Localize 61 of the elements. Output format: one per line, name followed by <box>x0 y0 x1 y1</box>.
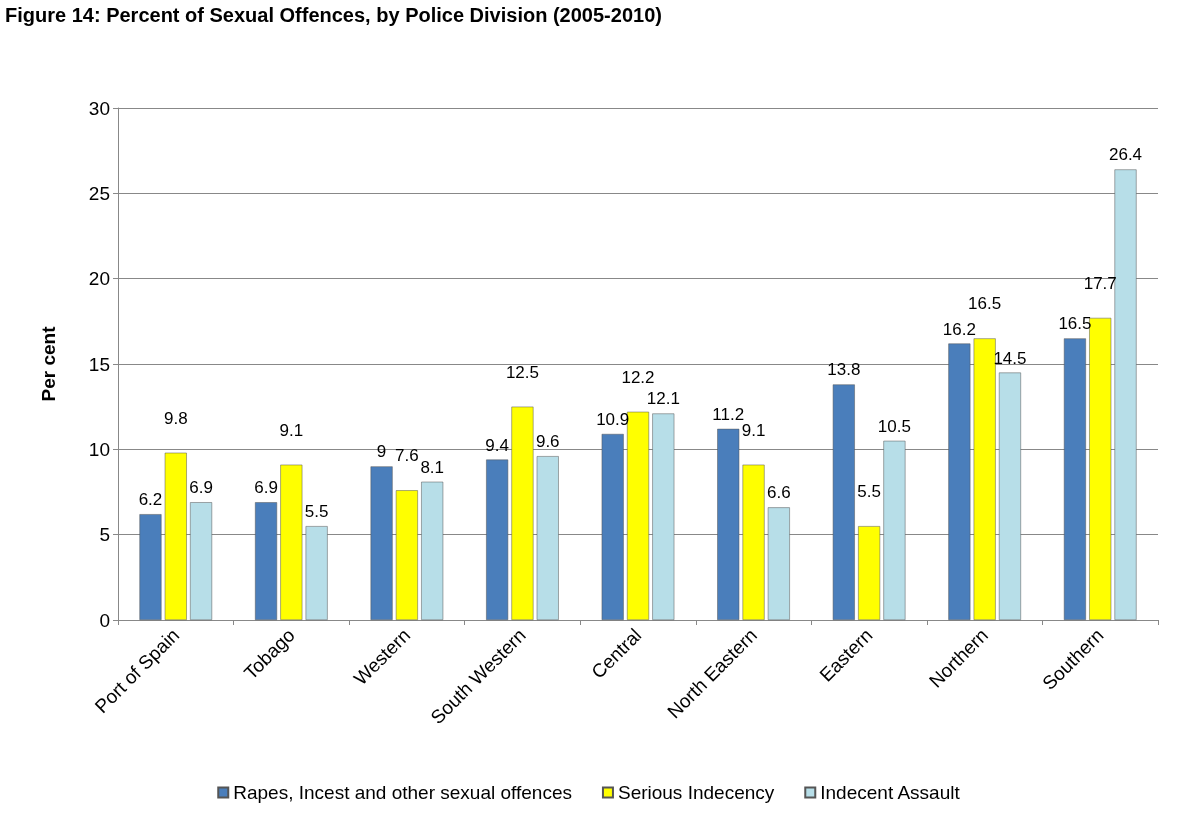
data-label: 10.5 <box>877 416 911 436</box>
bar <box>832 384 855 620</box>
data-label: 7.6 <box>395 446 419 466</box>
y-tick-label: 10 <box>88 438 110 460</box>
chart-title: Figure 14: Percent of Sexual Offences, by Police Division (2005-2010) <box>5 4 662 26</box>
bar <box>190 502 213 620</box>
data-label: 5.5 <box>304 502 329 522</box>
bar <box>717 428 740 620</box>
bar <box>601 433 624 620</box>
data-label: 16.2 <box>942 319 976 339</box>
y-tick-label: 15 <box>88 353 110 375</box>
bar <box>164 452 187 620</box>
legend-label: Indecent Assault <box>820 782 961 803</box>
data-label: 9.1 <box>279 420 304 440</box>
legend-label: Rapes, Incest and other sexual offences <box>233 782 572 803</box>
data-label: 9 <box>376 442 387 462</box>
bar <box>486 459 509 620</box>
data-label: 12.5 <box>505 362 539 382</box>
bar <box>305 526 328 620</box>
y-tick-label: 30 <box>88 97 110 119</box>
data-label: 6.6 <box>767 483 791 503</box>
bar <box>1089 317 1112 620</box>
data-label: 12.2 <box>621 367 655 387</box>
bar <box>652 413 675 620</box>
data-label: 8.1 <box>420 457 445 477</box>
bar <box>742 464 765 620</box>
data-label: 9.8 <box>163 408 188 428</box>
y-tick-label: 20 <box>88 268 110 290</box>
y-axis-title: Per cent <box>38 325 59 402</box>
data-label: 6.9 <box>254 478 278 498</box>
legend-label: Serious Indecency <box>617 782 775 803</box>
bar <box>627 411 649 620</box>
y-tick-label: 25 <box>88 182 110 204</box>
data-label: 12.1 <box>646 389 680 409</box>
bar <box>973 338 996 620</box>
bar <box>1114 169 1137 620</box>
data-label: 5.5 <box>857 482 881 502</box>
data-label: 16.5 <box>968 294 1002 314</box>
y-tick-label: 5 <box>99 524 110 546</box>
data-label: 26.4 <box>1108 145 1143 165</box>
data-label: 13.8 <box>827 360 861 380</box>
bar <box>395 490 418 620</box>
bar <box>536 456 559 620</box>
data-label: 9.4 <box>485 435 509 455</box>
data-label: 6.2 <box>138 490 163 510</box>
bar <box>139 514 162 620</box>
data-label: 6.9 <box>189 478 213 498</box>
bar <box>998 372 1021 620</box>
bar <box>421 481 444 620</box>
bar <box>255 502 278 620</box>
bar <box>280 464 303 620</box>
bar <box>858 526 881 620</box>
bar <box>948 343 971 620</box>
bar <box>1063 338 1086 620</box>
data-label: 17.7 <box>1083 273 1117 293</box>
bar <box>511 406 534 620</box>
data-label: 9.6 <box>535 432 560 452</box>
bar <box>767 507 790 620</box>
bar <box>370 466 393 620</box>
y-tick-label: 0 <box>99 609 110 631</box>
bar <box>883 440 906 620</box>
